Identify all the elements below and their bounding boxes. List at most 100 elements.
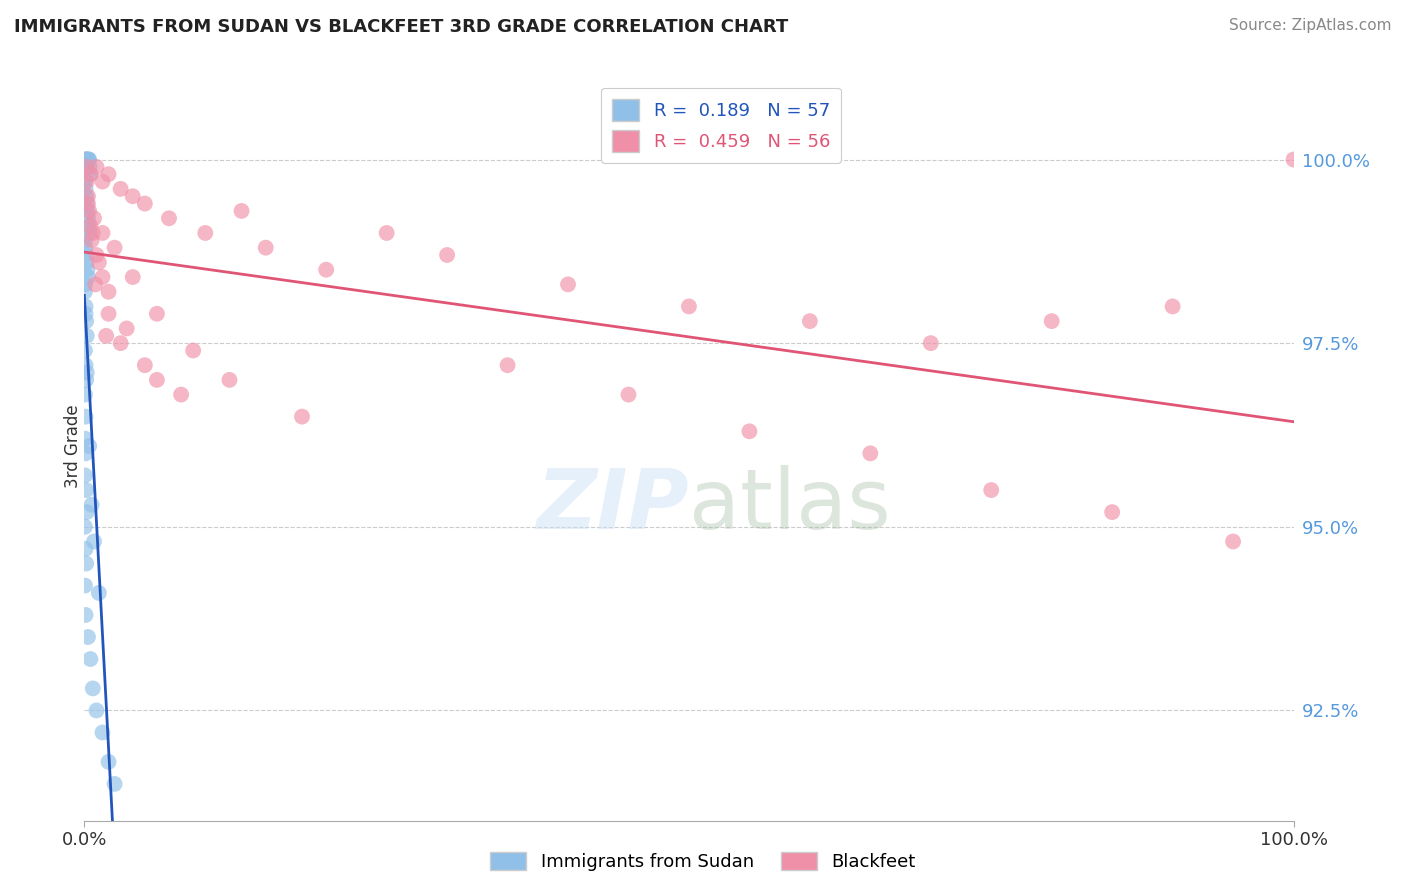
Point xyxy=(77,189,100,203)
Point xyxy=(104,241,127,255)
Point xyxy=(91,725,114,739)
Point xyxy=(194,226,217,240)
Point xyxy=(134,358,156,372)
Point xyxy=(79,167,101,181)
Point xyxy=(121,270,143,285)
Point xyxy=(97,285,120,299)
Point xyxy=(110,182,132,196)
Point xyxy=(76,175,98,189)
Point xyxy=(77,153,100,167)
Point xyxy=(84,277,107,292)
Point xyxy=(181,343,204,358)
Point xyxy=(79,167,101,181)
Point xyxy=(73,277,96,292)
Point xyxy=(77,153,100,167)
Point xyxy=(920,336,942,351)
Point xyxy=(75,314,97,328)
Point xyxy=(79,652,101,666)
Point xyxy=(73,153,96,167)
Point xyxy=(254,241,277,255)
Point xyxy=(1101,505,1123,519)
Point xyxy=(75,483,97,497)
Point xyxy=(77,226,100,240)
Point xyxy=(75,300,97,314)
Point xyxy=(75,248,97,262)
Point xyxy=(91,270,114,285)
Point xyxy=(73,175,96,189)
Point xyxy=(82,226,104,240)
Point xyxy=(436,248,458,262)
Point xyxy=(75,182,97,196)
Text: IMMIGRANTS FROM SUDAN VS BLACKFEET 3RD GRADE CORRELATION CHART: IMMIGRANTS FROM SUDAN VS BLACKFEET 3RD G… xyxy=(14,18,789,36)
Point xyxy=(80,233,103,247)
Point xyxy=(75,358,97,372)
Point xyxy=(315,262,337,277)
Point xyxy=(76,262,98,277)
Point xyxy=(83,211,105,226)
Point xyxy=(76,160,98,174)
Point xyxy=(1222,534,1244,549)
Point xyxy=(73,343,96,358)
Point xyxy=(678,300,700,314)
Point xyxy=(75,607,97,622)
Point xyxy=(94,328,117,343)
Point xyxy=(231,203,253,218)
Point xyxy=(110,336,132,351)
Point xyxy=(86,703,108,717)
Point xyxy=(73,233,96,247)
Point xyxy=(80,498,103,512)
Point xyxy=(75,241,97,255)
Point xyxy=(980,483,1002,497)
Point xyxy=(134,196,156,211)
Point xyxy=(73,520,96,534)
Point xyxy=(77,211,100,226)
Point xyxy=(86,160,108,174)
Text: ZIP: ZIP xyxy=(536,466,689,547)
Legend: R =  0.189   N = 57, R =  0.459   N = 56: R = 0.189 N = 57, R = 0.459 N = 56 xyxy=(602,88,841,162)
Point xyxy=(73,387,96,401)
Point xyxy=(75,373,97,387)
Point xyxy=(75,557,97,571)
Point xyxy=(97,755,120,769)
Point xyxy=(75,153,97,167)
Point xyxy=(77,203,100,218)
Point xyxy=(87,255,110,269)
Point xyxy=(77,196,100,211)
Point xyxy=(1161,300,1184,314)
Point xyxy=(87,586,110,600)
Text: Source: ZipAtlas.com: Source: ZipAtlas.com xyxy=(1229,18,1392,33)
Point xyxy=(146,307,169,321)
Point xyxy=(77,219,100,233)
Text: atlas: atlas xyxy=(689,466,890,547)
Point xyxy=(79,160,101,174)
Point xyxy=(738,425,761,439)
Point xyxy=(291,409,314,424)
Point xyxy=(97,167,120,181)
Point xyxy=(76,505,98,519)
Point xyxy=(73,285,96,299)
Point xyxy=(75,153,97,167)
Point xyxy=(170,387,193,401)
Point xyxy=(115,321,138,335)
Point xyxy=(73,578,96,592)
Point xyxy=(617,387,640,401)
Y-axis label: 3rd Grade: 3rd Grade xyxy=(65,404,82,488)
Point xyxy=(146,373,169,387)
Point xyxy=(73,432,96,446)
Point xyxy=(77,270,100,285)
Point xyxy=(76,255,98,269)
Point xyxy=(76,153,98,167)
Point xyxy=(86,248,108,262)
Point xyxy=(77,630,100,644)
Point xyxy=(75,446,97,460)
Point xyxy=(799,314,821,328)
Point xyxy=(77,153,100,167)
Point xyxy=(218,373,240,387)
Point xyxy=(91,226,114,240)
Point xyxy=(1282,153,1305,167)
Legend: Immigrants from Sudan, Blackfeet: Immigrants from Sudan, Blackfeet xyxy=(484,845,922,879)
Point xyxy=(73,468,96,483)
Point xyxy=(157,211,180,226)
Point xyxy=(82,681,104,696)
Point xyxy=(76,196,98,211)
